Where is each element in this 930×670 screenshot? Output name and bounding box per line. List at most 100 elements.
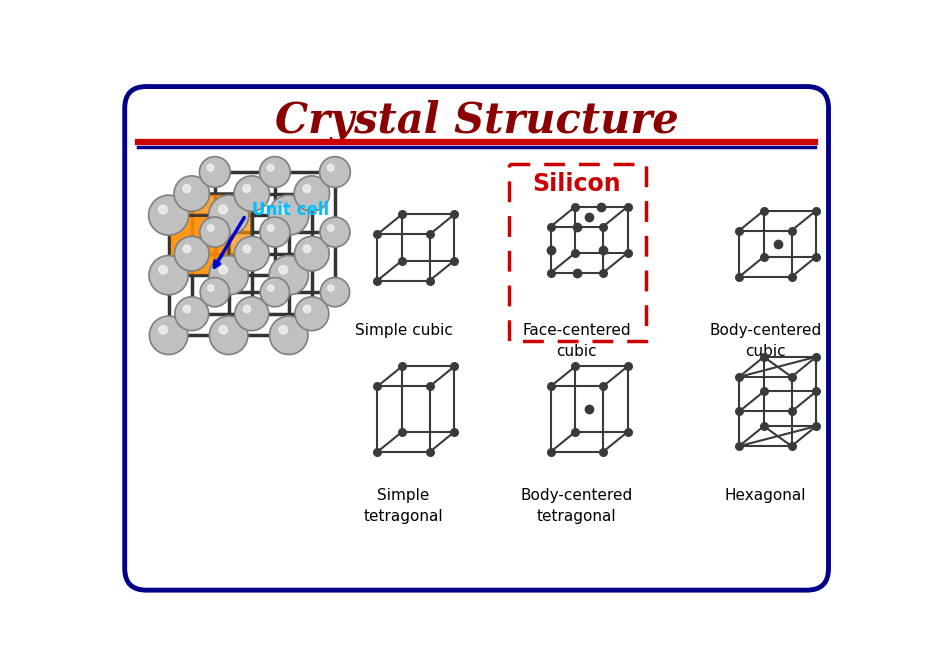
Circle shape	[320, 157, 351, 188]
Circle shape	[175, 237, 209, 271]
Point	[809, 352, 824, 362]
Point	[620, 427, 635, 438]
Circle shape	[154, 261, 183, 289]
Circle shape	[183, 186, 200, 202]
Point	[370, 447, 385, 458]
Point	[567, 427, 582, 438]
Circle shape	[199, 157, 231, 188]
Circle shape	[204, 161, 226, 184]
Point	[595, 245, 610, 255]
Point	[394, 427, 409, 438]
Circle shape	[154, 321, 182, 349]
Circle shape	[327, 165, 342, 179]
Circle shape	[209, 255, 248, 295]
Circle shape	[184, 306, 200, 322]
Point	[784, 406, 799, 417]
Point	[543, 245, 558, 255]
Circle shape	[150, 316, 188, 354]
Circle shape	[208, 285, 221, 299]
Circle shape	[183, 185, 191, 192]
Polygon shape	[168, 215, 229, 275]
Point	[446, 361, 461, 372]
Circle shape	[200, 277, 230, 307]
Circle shape	[219, 326, 228, 334]
Circle shape	[299, 181, 325, 206]
Point	[620, 361, 635, 372]
Point	[620, 201, 635, 212]
Circle shape	[183, 306, 191, 313]
Text: Simple cubic: Simple cubic	[354, 323, 452, 338]
Text: Body-centered
cubic: Body-centered cubic	[710, 323, 821, 359]
Circle shape	[183, 246, 200, 262]
Circle shape	[175, 297, 208, 331]
Circle shape	[260, 277, 289, 307]
Circle shape	[204, 281, 226, 303]
Point	[394, 361, 409, 372]
Point	[581, 211, 596, 222]
Circle shape	[274, 261, 303, 289]
Circle shape	[264, 221, 286, 243]
Circle shape	[175, 237, 209, 271]
Point	[422, 447, 437, 458]
Circle shape	[244, 246, 259, 262]
Point	[394, 255, 409, 266]
Circle shape	[304, 306, 320, 322]
Point	[567, 201, 582, 212]
Circle shape	[209, 255, 248, 295]
Circle shape	[320, 157, 351, 188]
Circle shape	[268, 225, 282, 239]
Circle shape	[207, 165, 222, 179]
Circle shape	[234, 237, 269, 271]
Text: Crystal Structure: Crystal Structure	[274, 99, 679, 141]
Circle shape	[294, 176, 329, 211]
Circle shape	[175, 297, 208, 331]
Circle shape	[295, 297, 329, 331]
Point	[370, 229, 385, 240]
Circle shape	[299, 241, 325, 267]
Circle shape	[214, 200, 244, 230]
Point	[784, 225, 799, 236]
Point	[567, 247, 582, 258]
Circle shape	[174, 176, 209, 211]
Circle shape	[320, 277, 350, 307]
Point	[809, 251, 824, 262]
Circle shape	[260, 277, 289, 307]
Polygon shape	[168, 194, 252, 215]
Circle shape	[295, 297, 329, 331]
Circle shape	[280, 326, 298, 344]
Circle shape	[274, 321, 303, 349]
Circle shape	[234, 176, 270, 211]
Circle shape	[239, 302, 264, 326]
Circle shape	[263, 161, 286, 184]
Circle shape	[320, 277, 350, 307]
Circle shape	[259, 157, 290, 188]
Circle shape	[303, 185, 311, 192]
Circle shape	[244, 306, 259, 322]
Circle shape	[234, 237, 269, 271]
Polygon shape	[229, 194, 252, 275]
Circle shape	[269, 195, 309, 235]
Point	[595, 267, 610, 278]
Circle shape	[279, 265, 287, 274]
Circle shape	[179, 302, 205, 326]
Point	[809, 205, 824, 216]
Circle shape	[280, 266, 298, 284]
Point	[732, 225, 747, 236]
Point	[446, 209, 461, 220]
Circle shape	[327, 285, 334, 291]
Point	[756, 386, 771, 397]
Circle shape	[149, 195, 189, 235]
Text: Unit cell: Unit cell	[252, 201, 329, 219]
Point	[595, 221, 610, 232]
Circle shape	[208, 195, 248, 235]
Circle shape	[274, 200, 303, 230]
Circle shape	[219, 266, 238, 284]
Point	[732, 441, 747, 452]
Point	[784, 441, 799, 452]
Circle shape	[268, 165, 282, 179]
Circle shape	[154, 200, 183, 230]
Point	[543, 447, 558, 458]
Point	[543, 221, 558, 232]
Circle shape	[209, 316, 248, 354]
Point	[595, 381, 610, 392]
